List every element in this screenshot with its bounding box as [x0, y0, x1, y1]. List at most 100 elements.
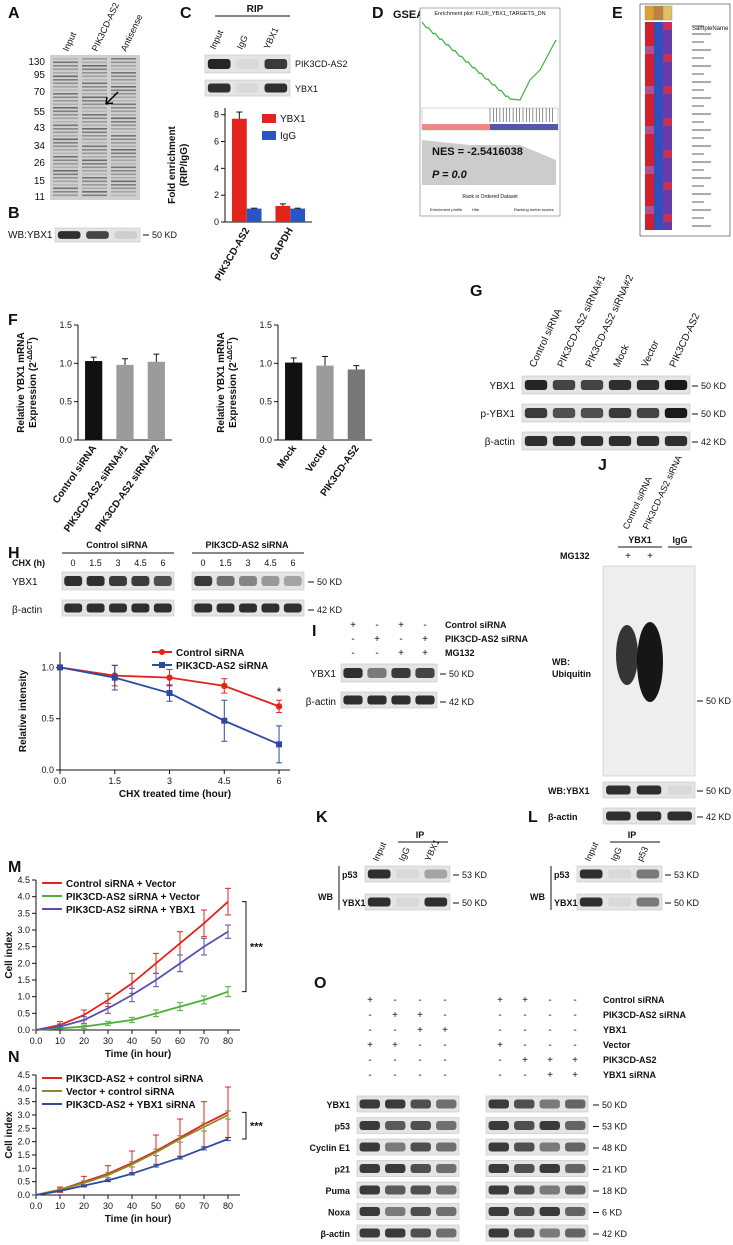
size-label: 42 KD: [449, 697, 475, 707]
wb-label: WB:: [552, 657, 570, 667]
sign: -: [548, 1010, 551, 1021]
heatmap-cell: [654, 30, 663, 38]
x-tick-label: PIK3CD-AS2: [213, 226, 252, 283]
gel-band: [111, 173, 136, 176]
gel-band: [53, 124, 78, 127]
gel-band: [82, 61, 107, 64]
marker-label: 34: [34, 141, 46, 152]
legend-label: PIK3CD-AS2 siRNA + YBX1: [66, 905, 196, 916]
heatmap-cell: [654, 214, 663, 222]
blot-band: [436, 1099, 457, 1109]
panel-letter: L: [528, 809, 538, 826]
gel-band: [111, 79, 136, 81]
sign: +: [392, 1040, 398, 1051]
marker-label: 130: [28, 57, 45, 68]
y-tick-label: 1.0: [17, 992, 30, 1002]
sign: +: [522, 1055, 528, 1066]
bar: [85, 361, 103, 440]
heatmap-cell: [654, 166, 663, 174]
y-tick-label: 0.0: [59, 435, 72, 445]
x-tick-label: 10: [55, 1201, 65, 1211]
gel-band: [53, 166, 78, 169]
row-label: β-actin: [12, 605, 42, 616]
sign: +: [442, 1025, 448, 1036]
gel-band: [82, 166, 107, 169]
sign: -: [375, 620, 378, 631]
blot-band: [606, 811, 631, 821]
y-tick-label: 3.0: [17, 925, 30, 935]
y-label: Cell index: [4, 1111, 15, 1159]
gel-band: [82, 79, 107, 81]
sign: -: [548, 995, 551, 1006]
blot-band: [264, 58, 288, 70]
heatmap-cell: [645, 198, 654, 206]
blot-background: [356, 1181, 460, 1199]
mg132-label: MG132: [560, 551, 590, 561]
y-label-sup: -ΔΔCT: [227, 340, 234, 362]
bar: [116, 364, 134, 440]
heatmap-cell: [645, 78, 654, 86]
time-label: 1.5: [219, 558, 232, 568]
heatmap-cell: [663, 150, 672, 158]
ip-label: IgG: [673, 535, 688, 545]
sign: +: [398, 620, 404, 631]
time-label: 6: [160, 558, 165, 568]
gel-band: [53, 121, 78, 123]
point: [275, 703, 283, 710]
ip-label: IP: [628, 830, 637, 840]
gel-band: [111, 61, 136, 64]
condition-label: PIK3CD-AS2 siRNA: [445, 634, 529, 644]
gel-band: [82, 58, 107, 60]
size-label: 6 KD: [602, 1208, 623, 1218]
y-tick-label: 1.0: [17, 1163, 30, 1173]
sign: -: [573, 1040, 576, 1051]
blot-band: [385, 1142, 406, 1152]
y-label: Fold enrichment: [167, 125, 178, 203]
y-tick-label: 3.5: [17, 1097, 30, 1107]
x-tick-label: GAPDH: [268, 226, 296, 263]
blot-band: [153, 575, 172, 587]
gel-band: [111, 166, 136, 169]
gel-band: [53, 180, 78, 183]
heatmap-cell: [654, 158, 663, 166]
heatmap-cell: [654, 94, 663, 102]
sign: -: [498, 1010, 501, 1021]
blot-band: [343, 695, 363, 705]
heatmap-cell: [654, 206, 663, 214]
blot-background: [340, 691, 438, 709]
blot-band: [514, 1142, 535, 1152]
blot-band: [664, 435, 688, 447]
gel-band: [53, 177, 78, 179]
legend-marker: [159, 662, 165, 668]
point: [166, 674, 173, 681]
heatmap-cell: [654, 110, 663, 118]
legend-swatch: [262, 131, 276, 140]
y-tick-label: 2.0: [17, 1137, 30, 1147]
legend-label: Vector + control siRNA: [66, 1087, 175, 1098]
gel-band: [111, 86, 136, 88]
gel-band: [111, 72, 136, 74]
gel-band: [82, 184, 107, 186]
gel-band: [82, 152, 107, 155]
x-tick-label: 0.0: [54, 776, 67, 786]
gel-band: [111, 142, 136, 144]
size-label: 18 KD: [602, 1186, 628, 1196]
y-tick-label: 6: [214, 137, 219, 147]
gel-band: [53, 103, 78, 106]
heatmap-cell: [663, 190, 672, 198]
heatmap-cell: [654, 70, 663, 78]
x-tick-label: 80: [223, 1201, 233, 1211]
row-label: YBX1: [310, 669, 336, 680]
blot-band: [539, 1164, 560, 1173]
gel-band: [53, 156, 78, 158]
gel-band: [53, 138, 78, 141]
gel-band: [82, 187, 107, 190]
heatmap-cell: [645, 142, 654, 150]
y-tick-label: 3.0: [17, 1110, 30, 1120]
blot-band: [565, 1142, 586, 1152]
blot-band: [667, 811, 692, 821]
series-line: [35, 930, 229, 1031]
heatmap-cell: [663, 46, 672, 54]
time-label: 6: [290, 558, 295, 568]
lane-label: Vector: [640, 338, 662, 369]
